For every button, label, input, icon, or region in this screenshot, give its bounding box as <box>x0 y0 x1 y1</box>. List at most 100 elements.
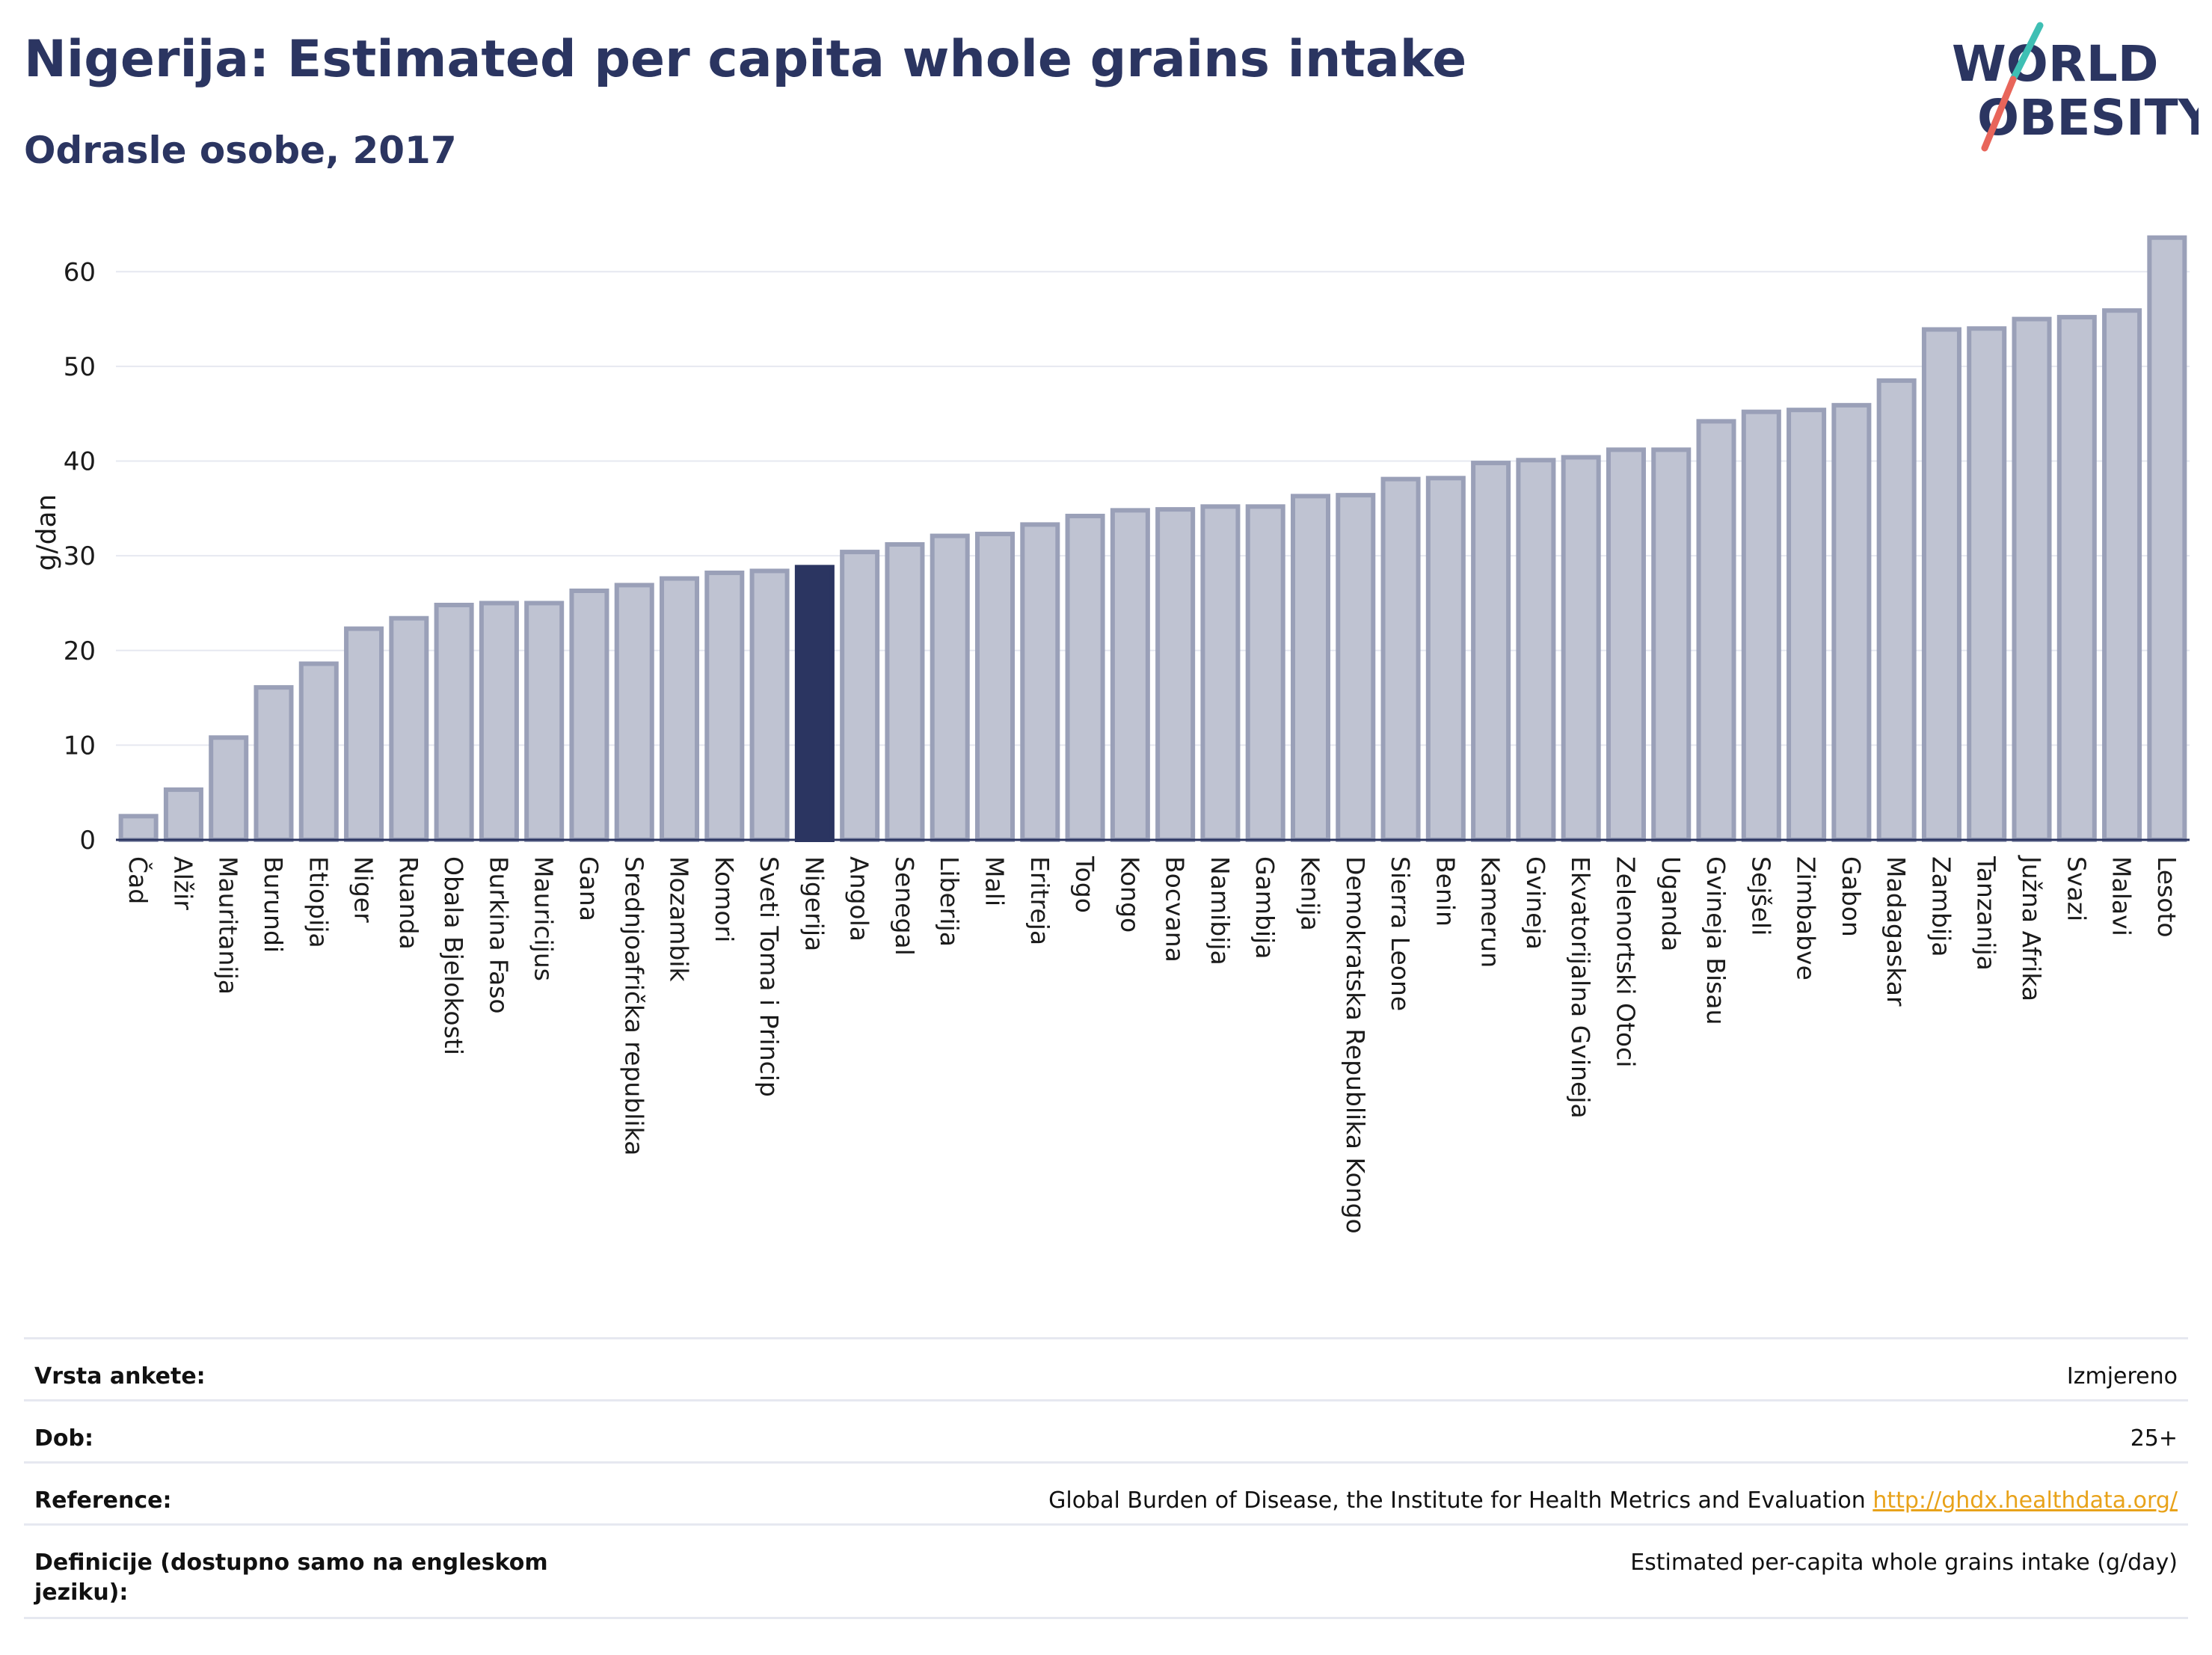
bar-lesoto[interactable] <box>2147 235 2187 843</box>
bar-južna-afrika[interactable] <box>2012 316 2052 843</box>
x-tick-label: Etiopija <box>304 856 333 948</box>
bar-sierra-leone[interactable] <box>1380 476 1421 842</box>
bar-demokratska-republika-kongo[interactable] <box>1336 493 1376 842</box>
bar-zimbabve[interactable] <box>1787 408 1827 842</box>
x-tick-label: Tanzanija <box>1972 856 2001 971</box>
x-tick-label: Srednjoafrička republika <box>619 856 648 1155</box>
x-tick-label: Kamerun <box>1476 856 1505 968</box>
bar-gana[interactable] <box>569 589 609 842</box>
bar-mauricijus[interactable] <box>524 601 565 842</box>
reference-text: Global Burden of Disease, the Institute … <box>1048 1487 1866 1514</box>
bar-zambija[interactable] <box>1921 327 1961 842</box>
logo-teal-slash <box>2009 22 2044 83</box>
x-tick-label: Komori <box>710 856 739 942</box>
bar-gambija[interactable] <box>1245 504 1285 842</box>
bar-sejšeli[interactable] <box>1741 409 1781 842</box>
logo-line1: WORLD <box>1952 35 2159 93</box>
info-value: 25+ <box>2130 1425 2178 1452</box>
bar-gabon[interactable] <box>1831 402 1872 842</box>
bar-namibija[interactable] <box>1200 504 1241 842</box>
y-tick-label: 60 <box>64 257 96 287</box>
bar-gvineja-bisau[interactable] <box>1696 419 1736 842</box>
bar-angola[interactable] <box>840 550 880 842</box>
x-tick-label: Madagaskar <box>1881 856 1911 1007</box>
bar-burkina-faso[interactable] <box>479 601 519 842</box>
y-tick-labels: 0 10 20 30 40 50 60 <box>64 257 96 856</box>
bar-chart: 0 10 20 30 40 50 60 Čad Alžir Mauritanija Burundi… <box>31 235 2190 1234</box>
x-tick-label: Gambija <box>1250 856 1279 959</box>
info-label: Dob: <box>34 1425 93 1452</box>
info-row-survey-type: Vrsta ankete: Izmjereno <box>24 1337 2188 1399</box>
bar-togo[interactable] <box>1065 513 1105 843</box>
bar-alžir[interactable] <box>163 787 203 842</box>
x-tick-label: Gabon <box>1837 856 1866 937</box>
chart-title: Nigerija: Estimated per capita whole gra… <box>24 30 1467 89</box>
info-label: Definicije (dostupno samo na engleskom j… <box>34 1550 548 1606</box>
bar-ruanda[interactable] <box>389 615 429 842</box>
x-tick-label: Čad <box>123 856 153 904</box>
x-tick-label: Togo <box>1070 856 1099 913</box>
bar-mali[interactable] <box>975 532 1016 842</box>
y-tick-label: 20 <box>64 636 96 666</box>
bar-niger[interactable] <box>344 626 384 842</box>
info-label: Vrsta ankete: <box>34 1363 206 1390</box>
bar-liberija[interactable] <box>930 533 970 843</box>
x-tick-label: Gvineja <box>1521 856 1550 950</box>
reference-link[interactable]: http://ghdx.healthdata.org/ <box>1872 1487 2178 1514</box>
bar-senegal[interactable] <box>885 541 925 843</box>
x-tick-label: Eritreja <box>1025 856 1054 945</box>
x-tick-label: Demokratska Republika Kongo <box>1341 856 1370 1234</box>
y-tick-label: 50 <box>64 352 96 382</box>
bar-uganda[interactable] <box>1651 447 1692 842</box>
logo-coral-slash <box>1981 76 2017 152</box>
chart-subtitle: Odrasle osobe, 2017 <box>24 129 457 172</box>
bar-kongo[interactable] <box>1110 508 1150 843</box>
bar-bocvana[interactable] <box>1155 507 1196 842</box>
x-tick-label: Zimbabve <box>1792 856 1821 980</box>
y-axis-label: g/dan <box>31 494 62 571</box>
x-tick-label: Namibija <box>1205 856 1235 965</box>
info-row-reference: Reference: Global Burden of Disease, the… <box>24 1461 2188 1523</box>
info-row-definitions: Definicije (dostupno samo na engleskom j… <box>24 1523 2188 1619</box>
y-tick-label: 10 <box>64 731 96 761</box>
bar-zelenortski-otoci[interactable] <box>1606 447 1646 842</box>
x-tick-label: Burkina Faso <box>484 856 513 1014</box>
x-tick-label: Zelenortski Otoci <box>1611 856 1640 1067</box>
bar-madagaskar[interactable] <box>1876 378 1917 842</box>
bar-eritreja[interactable] <box>1020 522 1060 843</box>
bar-obala-bjelokosti[interactable] <box>434 602 474 842</box>
bar-kamerun[interactable] <box>1471 461 1511 842</box>
x-tick-label: Južna Afrika <box>2017 855 2046 1001</box>
bar-čad[interactable] <box>118 814 159 843</box>
bar-komori[interactable] <box>704 570 745 843</box>
bars <box>118 235 2187 843</box>
bar-benin[interactable] <box>1425 476 1466 842</box>
x-tick-label: Svazi <box>2062 856 2091 921</box>
bar-sveti-toma-i-princip[interactable] <box>749 568 790 842</box>
info-row-age: Dob: 25+ <box>24 1399 2188 1461</box>
bar-malavi[interactable] <box>2102 308 2142 843</box>
x-tick-label: Alžir <box>168 856 197 910</box>
bar-burundi[interactable] <box>254 685 294 842</box>
bar-etiopija[interactable] <box>298 661 339 842</box>
bar-nigerija[interactable] <box>794 565 835 843</box>
bar-mauritanija[interactable] <box>209 735 249 842</box>
bar-gvineja[interactable] <box>1516 458 1556 842</box>
x-tick-label: Gana <box>574 856 603 921</box>
bar-kenija[interactable] <box>1290 494 1330 843</box>
x-tick-label: Mauritanija <box>214 856 243 995</box>
info-label: Reference: <box>34 1487 172 1514</box>
bar-srednjoafrička-republika[interactable] <box>614 583 654 842</box>
bar-mozambik[interactable] <box>660 576 700 843</box>
x-tick-label: Gvineja Bisau <box>1701 856 1730 1025</box>
info-table: Vrsta ankete: Izmjereno Dob: 25+ Referen… <box>24 1337 2188 1619</box>
x-tick-label: Ruanda <box>394 856 423 950</box>
x-tick-label: Benin <box>1431 856 1460 927</box>
x-tick-label: Angola <box>845 856 874 942</box>
x-tick-label: Mali <box>980 856 1010 906</box>
bar-ekvatorijalna-gvineja[interactable] <box>1561 455 1601 842</box>
bar-tanzanija[interactable] <box>1967 326 2007 842</box>
x-tick-label: Mozambik <box>665 856 694 982</box>
info-value: Izmjereno <box>2066 1363 2178 1390</box>
bar-svazi[interactable] <box>2056 315 2097 842</box>
